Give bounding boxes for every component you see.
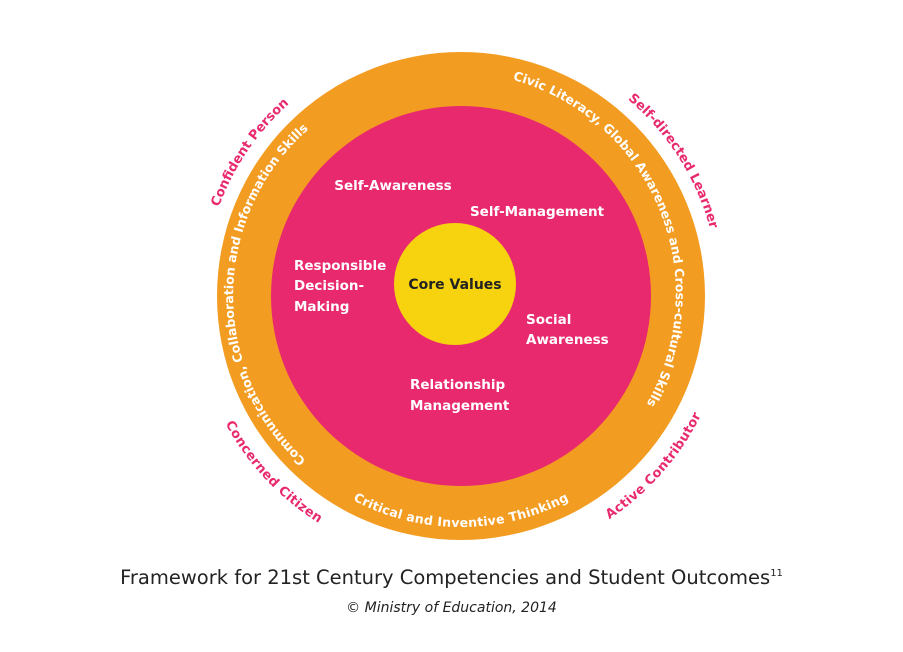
copyright-notice: © Ministry of Education, 2014 [346, 600, 557, 616]
responsible-line-3: Making [294, 299, 349, 315]
core-values-circle [394, 223, 516, 345]
relationship-line-1: Relationship [410, 377, 506, 393]
responsible-decision-making-label: Responsible Decision- Making [294, 258, 391, 315]
social-line-1: Social [526, 312, 571, 328]
relationship-management-label: Relationship Management [410, 377, 510, 414]
self-awareness-label: Self-Awareness [334, 178, 451, 194]
self-management-label: Self-Management [470, 204, 605, 220]
competency-framework-diagram: Core Values Self-Awareness Self-Manageme… [209, 52, 721, 540]
relationship-line-2: Management [410, 398, 510, 414]
figure-caption: Framework for 21st Century Competencies … [0, 566, 903, 589]
social-line-2: Awareness [526, 332, 609, 348]
caption-title: Framework for 21st Century Competencies … [120, 566, 771, 589]
responsible-line-2: Decision- [294, 278, 364, 294]
core-values-label: Core Values [408, 277, 501, 293]
social-awareness-label: Social Awareness [526, 312, 609, 348]
responsible-line-1: Responsible [294, 258, 386, 274]
caption-footnote-marker: 11 [770, 567, 783, 579]
